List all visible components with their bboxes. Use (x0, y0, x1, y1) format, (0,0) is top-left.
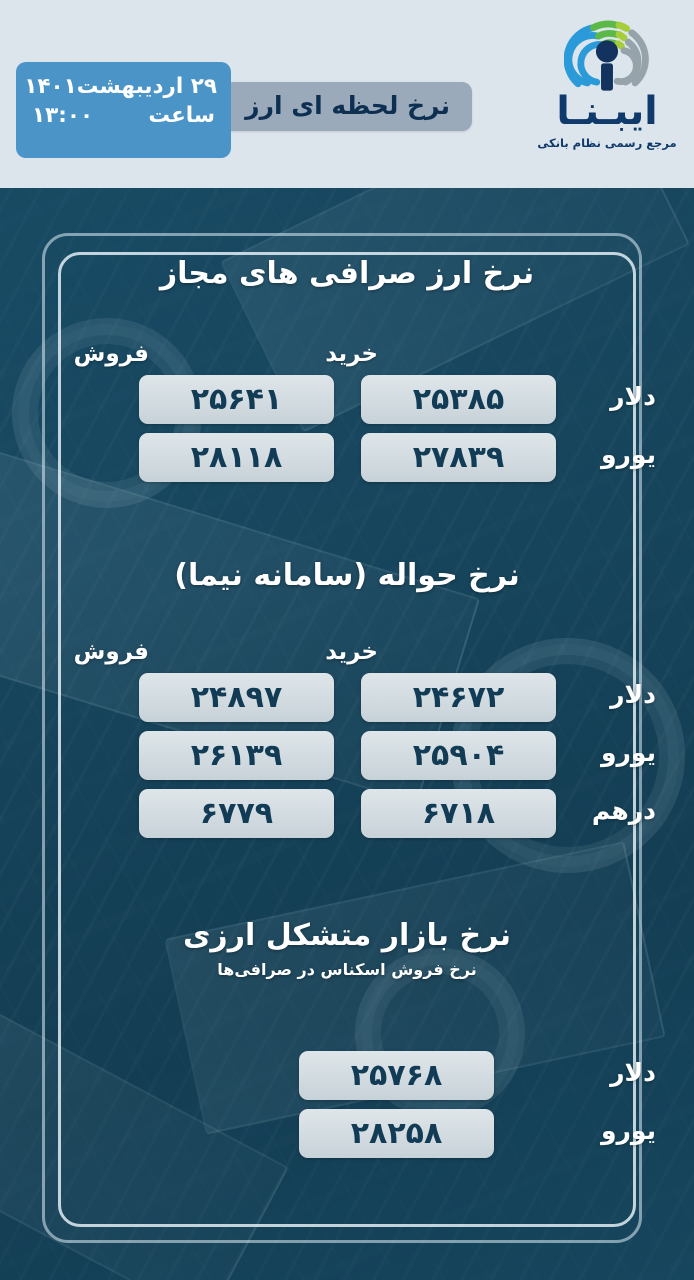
time-label: ساعت (148, 103, 215, 129)
section-title: نرخ ارز صرافی های مجاز (159, 256, 535, 291)
rate-value-buy: ۲۵۹۰۴ (361, 731, 556, 780)
table-row: یورو ۲۷۸۳۹ ۲۸۱۱۸ (0, 433, 694, 485)
datetime-badge: ۲۹ اردیبهشت۱۴۰۱ ساعت ۱۳:۰۰ (16, 62, 231, 158)
currency-label: دلار (610, 1058, 656, 1087)
currency-label: درهم (591, 796, 656, 825)
currency-label: یورو (601, 440, 656, 469)
logo-wordmark: ایبـنـا (556, 89, 658, 134)
section-title: نرخ حواله (سامانه نیما) (174, 558, 520, 593)
column-header-sell: فروش (73, 341, 149, 367)
rate-value: ۲۸۲۵۸ (299, 1109, 494, 1158)
time-value: ۱۳:۰۰ (32, 103, 94, 129)
section-nima-remittance: نرخ حواله (سامانه نیما) فروش خرید دلار ۲… (0, 558, 694, 847)
table-row: دلار ۲۵۷۶۸ (0, 1051, 694, 1103)
rate-value-sell: ۲۴۸۹۷ (139, 673, 334, 722)
page-header: ایبـنـا مرجع رسمی نظام بانکی نرخ لحظه ای… (0, 0, 694, 188)
currency-label: یورو (601, 738, 656, 767)
currency-label: دلار (610, 382, 656, 411)
table-row: یورو ۲۸۲۵۸ (0, 1109, 694, 1161)
rate-value-buy: ۲۷۸۳۹ (361, 433, 556, 482)
rate-value-sell: ۶۷۷۹ (139, 789, 334, 838)
section-organized-fx-market: نرخ بازار متشکل ارزی نرخ فروش اسکناس در … (0, 918, 694, 1167)
date-text: ۲۹ اردیبهشت۱۴۰۱ (24, 74, 217, 99)
rate-value-buy: ۶۷۱۸ (361, 789, 556, 838)
table-row: درهم ۶۷۱۸ ۶۷۷۹ (0, 789, 694, 841)
rate-value-buy: ۲۵۳۸۵ (361, 375, 556, 424)
column-headers: فروش خرید (0, 341, 694, 375)
rate-value-sell: ۲۸۱۱۸ (139, 433, 334, 482)
column-header-buy: خرید (325, 639, 378, 665)
column-header-sell: فروش (73, 639, 149, 665)
column-headers: فروش خرید (0, 639, 694, 673)
section-title: نرخ بازار متشکل ارزی (182, 918, 512, 953)
table-row: دلار ۲۵۳۸۵ ۲۵۶۴۱ (0, 375, 694, 427)
currency-label: یورو (601, 1116, 656, 1145)
table-row: دلار ۲۴۶۷۲ ۲۴۸۹۷ (0, 673, 694, 725)
rate-value-sell: ۲۶۱۳۹ (139, 731, 334, 780)
rate-value-buy: ۲۴۶۷۲ (361, 673, 556, 722)
rate-value: ۲۵۷۶۸ (299, 1051, 494, 1100)
rate-rows: دلار ۲۵۳۸۵ ۲۵۶۴۱ یورو ۲۷۸۳۹ ۲۸۱۱۸ (0, 375, 694, 485)
logo-tagline: مرجع رسمی نظام بانکی (537, 136, 677, 150)
rates-content: نرخ ارز صرافی های مجاز فروش خرید دلار ۲۵… (0, 188, 694, 1280)
currency-label: دلار (610, 680, 656, 709)
rate-value-sell: ۲۵۶۴۱ (139, 375, 334, 424)
column-header-buy: خرید (325, 341, 378, 367)
page-title: نرخ لحظه ای ارز (223, 82, 472, 131)
time-row: ساعت ۱۳:۰۰ (30, 101, 217, 130)
section-subtitle: نرخ فروش اسکناس در صرافی‌ها (217, 960, 477, 979)
rate-rows: دلار ۲۴۶۷۲ ۲۴۸۹۷ یورو ۲۵۹۰۴ ۲۶۱۳۹ درهم ۶… (0, 673, 694, 841)
table-row: یورو ۲۵۹۰۴ ۲۶۱۳۹ (0, 731, 694, 783)
rate-rows: دلار ۲۵۷۶۸ یورو ۲۸۲۵۸ (0, 1051, 694, 1161)
logo: ایبـنـا مرجع رسمی نظام بانکی (532, 14, 682, 174)
broadcast-waves-icon (564, 20, 649, 91)
section-exchange-offices: نرخ ارز صرافی های مجاز فروش خرید دلار ۲۵… (0, 256, 694, 491)
